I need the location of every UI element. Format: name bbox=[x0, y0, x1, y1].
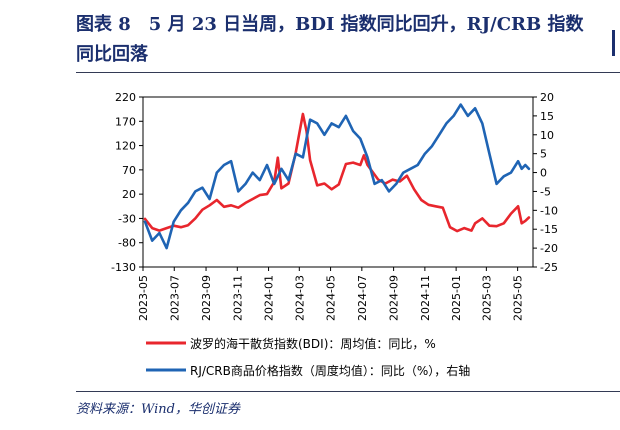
y-left-tick-label: 20 bbox=[122, 188, 136, 201]
y-right-tick-label: 0 bbox=[540, 167, 547, 180]
y-right-tick-label: 15 bbox=[540, 110, 554, 123]
y-right-tick-label: -15 bbox=[540, 223, 558, 236]
y-right-ticks: 20 15 10 5 0 -5 -10 -15 -20 -25 bbox=[533, 91, 558, 274]
legend-label: RJ/CRB商品价格指数（周度均值）：同比（%），右轴 bbox=[190, 363, 470, 378]
x-tick-label: 2024-07 bbox=[356, 275, 369, 321]
y-left-tick-label: -80 bbox=[118, 237, 136, 250]
x-tick-label: 2025-01 bbox=[450, 275, 463, 321]
series-lines bbox=[143, 103, 531, 250]
y-right-tick-label: 20 bbox=[540, 91, 554, 104]
x-tick-label: 2023-05 bbox=[137, 275, 150, 321]
y-left-tick-label: 70 bbox=[122, 164, 136, 177]
y-left-tick-label: 170 bbox=[115, 115, 136, 128]
y-right-tick-label: 10 bbox=[540, 129, 554, 142]
legend: 波罗的海干散货指数(BDI)：周均值：同比，% RJ/CRB商品价格指数（周度均值… bbox=[146, 336, 470, 378]
page-title: 图表 8 5 月 23 日当周，BDI 指数同比回升，RJ/CRB 指数同比回落 bbox=[76, 14, 584, 65]
x-tick-label: 2024-11 bbox=[419, 275, 432, 321]
y-right-tick-label: -10 bbox=[540, 204, 558, 217]
source-rule bbox=[76, 391, 620, 392]
x-tick-label: 2024-05 bbox=[325, 275, 338, 321]
y-left-tick-label: -130 bbox=[111, 261, 136, 274]
y-right-tick-label: -20 bbox=[540, 242, 558, 255]
x-tick-label: 2023-07 bbox=[168, 275, 181, 321]
y-left-tick-label: 220 bbox=[115, 91, 136, 104]
x-tick-label: 2025-05 bbox=[512, 275, 525, 321]
x-tick-label: 2023-11 bbox=[231, 275, 244, 321]
y-left-ticks: 220 170 120 70 20 -30 -80 -130 bbox=[111, 91, 143, 274]
x-tick-label: 2023-09 bbox=[200, 275, 213, 321]
y-left-tick-label: -30 bbox=[118, 212, 136, 225]
title-rule bbox=[76, 72, 620, 73]
chart: 220 170 120 70 20 -30 -80 -130 20 15 10 5 0 -5 -10 -15… bbox=[111, 91, 558, 378]
bdi-series-line bbox=[143, 112, 531, 233]
crb-series-line bbox=[143, 103, 531, 250]
y-right-tick-label: -5 bbox=[540, 185, 551, 198]
y-right-tick-label: 5 bbox=[540, 148, 547, 161]
edge-marker bbox=[612, 30, 620, 56]
legend-label: 波罗的海干散货指数(BDI)：周均值：同比，% bbox=[190, 336, 436, 351]
x-tick-label: 2025-03 bbox=[480, 275, 493, 321]
x-tick-label: 2024-09 bbox=[388, 275, 401, 321]
plot-frame bbox=[142, 96, 534, 268]
x-tick-label: 2024-03 bbox=[293, 275, 306, 321]
source-note: 资料来源：Wind，华创证券 bbox=[76, 402, 240, 417]
y-right-tick-label: -25 bbox=[540, 261, 558, 274]
y-left-tick-label: 120 bbox=[115, 140, 136, 153]
x-tick-label: 2024-01 bbox=[263, 275, 276, 321]
x-ticks: 2023-05 2023-07 2023-09 2023-11 2024-01 2024-… bbox=[137, 267, 525, 321]
